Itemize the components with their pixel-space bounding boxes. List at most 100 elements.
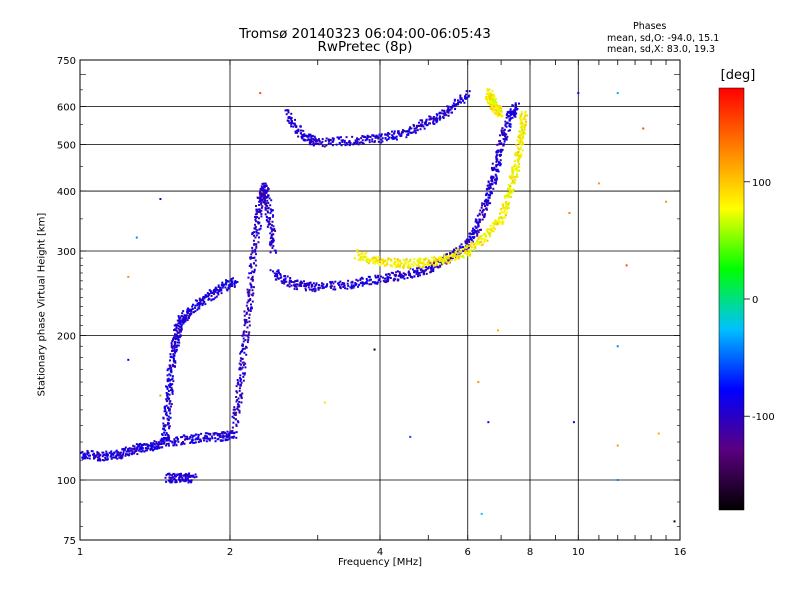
trace-point xyxy=(395,271,398,274)
trace-point xyxy=(511,166,514,169)
trace-point xyxy=(283,279,286,282)
trace-point xyxy=(495,105,498,108)
trace-point xyxy=(524,118,527,121)
trace-point xyxy=(286,275,289,278)
trace-point xyxy=(270,243,273,246)
trace-point xyxy=(168,476,171,479)
trace-point xyxy=(492,224,495,227)
trace-point xyxy=(402,258,405,261)
trace-point xyxy=(202,299,205,302)
trace-point xyxy=(416,259,419,262)
trace-point xyxy=(338,281,341,284)
trace-point xyxy=(470,241,473,244)
trace-point xyxy=(307,135,310,138)
trace-point xyxy=(467,253,470,256)
trace-point xyxy=(227,435,230,438)
trace-point xyxy=(218,289,221,292)
trace-point xyxy=(455,253,458,256)
trace-point xyxy=(370,283,373,286)
trace-point xyxy=(474,225,477,228)
trace-point xyxy=(507,115,510,118)
trace-point xyxy=(350,287,353,290)
trace-point xyxy=(271,241,274,244)
trace-point xyxy=(146,443,149,446)
trace-point xyxy=(389,277,392,280)
trace-point xyxy=(117,454,120,457)
trace-point xyxy=(204,303,207,306)
trace-point xyxy=(459,246,462,249)
trace-point xyxy=(269,226,272,229)
trace-point xyxy=(182,320,185,323)
trace-point xyxy=(96,456,99,459)
trace-point xyxy=(214,288,217,291)
x-tick-label: 2 xyxy=(227,547,233,558)
trace-point xyxy=(179,334,182,337)
trace-point xyxy=(525,114,528,117)
trace-point xyxy=(299,129,302,132)
trace-point xyxy=(460,255,463,258)
trace-point xyxy=(170,345,173,348)
trace-point xyxy=(499,163,502,166)
trace-point xyxy=(521,118,524,121)
trace-point xyxy=(290,284,293,287)
trace-point xyxy=(165,399,168,402)
trace-point xyxy=(421,270,424,273)
trace-point xyxy=(481,238,484,241)
trace-point xyxy=(251,289,254,292)
trace-point xyxy=(164,476,167,479)
trace-point xyxy=(219,287,222,290)
trace-point xyxy=(119,451,122,454)
trace-point xyxy=(375,260,378,263)
trace-point xyxy=(517,148,520,151)
trace-point xyxy=(186,438,189,441)
trace-point xyxy=(250,293,253,296)
trace-point xyxy=(169,382,172,385)
trace-point xyxy=(101,451,104,454)
trace-point xyxy=(144,443,147,446)
colorbar-tick-label: 100 xyxy=(752,178,771,189)
trace-point xyxy=(441,258,444,261)
trace-point xyxy=(303,285,306,288)
trace-point xyxy=(253,227,256,230)
trace-point xyxy=(486,231,489,234)
trace-point xyxy=(381,276,384,279)
trace-point xyxy=(253,262,256,265)
trace-point xyxy=(258,209,261,212)
trace-point xyxy=(488,231,491,234)
trace-point xyxy=(239,379,242,382)
trace-point xyxy=(254,259,257,262)
trace-point xyxy=(416,270,419,273)
trace-point xyxy=(469,243,472,246)
trace-point xyxy=(270,210,273,213)
trace-point xyxy=(288,282,291,285)
trace-point xyxy=(118,453,121,456)
trace-point xyxy=(478,220,481,223)
trace-point xyxy=(447,105,450,108)
trace-point xyxy=(440,263,443,266)
trace-point xyxy=(189,441,192,444)
trace-point xyxy=(214,440,217,443)
trace-point xyxy=(508,201,511,204)
trace-point xyxy=(286,109,289,112)
trace-point xyxy=(368,283,371,286)
trace-point xyxy=(163,437,166,440)
trace-point xyxy=(81,450,84,453)
trace-point xyxy=(188,308,191,311)
trace-point xyxy=(452,102,455,105)
y-tick-label: 500 xyxy=(57,141,76,152)
trace-point xyxy=(489,235,492,238)
trace-point xyxy=(156,447,159,450)
trace-point xyxy=(523,129,526,132)
trace-point xyxy=(279,274,282,277)
trace-point xyxy=(251,233,254,236)
trace-point xyxy=(385,273,388,276)
trace-point xyxy=(523,126,526,129)
trace-point xyxy=(164,429,167,432)
trace-point xyxy=(265,204,268,207)
trace-point xyxy=(242,379,245,382)
trace-point xyxy=(425,120,428,123)
trace-point xyxy=(499,159,502,162)
trace-point xyxy=(524,124,527,127)
trace-point xyxy=(253,243,256,246)
trace-point xyxy=(507,195,510,198)
